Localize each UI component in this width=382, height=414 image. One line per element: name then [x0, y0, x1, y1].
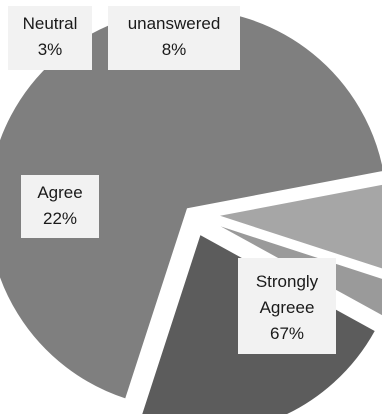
slice-unanswered	[217, 183, 382, 270]
slice-label-agree: Agree 22%	[21, 175, 99, 238]
slice-label-unanswered: unanswered 8%	[108, 6, 240, 70]
slice-label-strongly-agree-value: 67%	[270, 324, 304, 343]
slice-label-strongly-agree: Strongly Agreee 67%	[238, 258, 336, 354]
slice-label-agree-name: Agree	[37, 183, 82, 202]
slice-label-neutral-name: Neutral	[23, 14, 78, 33]
slice-label-strongly-agree-name-line1: Strongly	[256, 272, 319, 291]
slice-label-strongly-agree-name-line2: Agreee	[260, 298, 315, 317]
slice-label-neutral-value: 3%	[38, 40, 63, 59]
pie-labels: Strongly Agreee 67% Agree 22% Neutral 3%…	[8, 6, 336, 354]
slice-label-unanswered-name: unanswered	[128, 14, 221, 33]
slice-label-agree-value: 22%	[43, 209, 77, 228]
slice-label-neutral: Neutral 3%	[8, 6, 92, 70]
slice-label-unanswered-value: 8%	[162, 40, 187, 59]
